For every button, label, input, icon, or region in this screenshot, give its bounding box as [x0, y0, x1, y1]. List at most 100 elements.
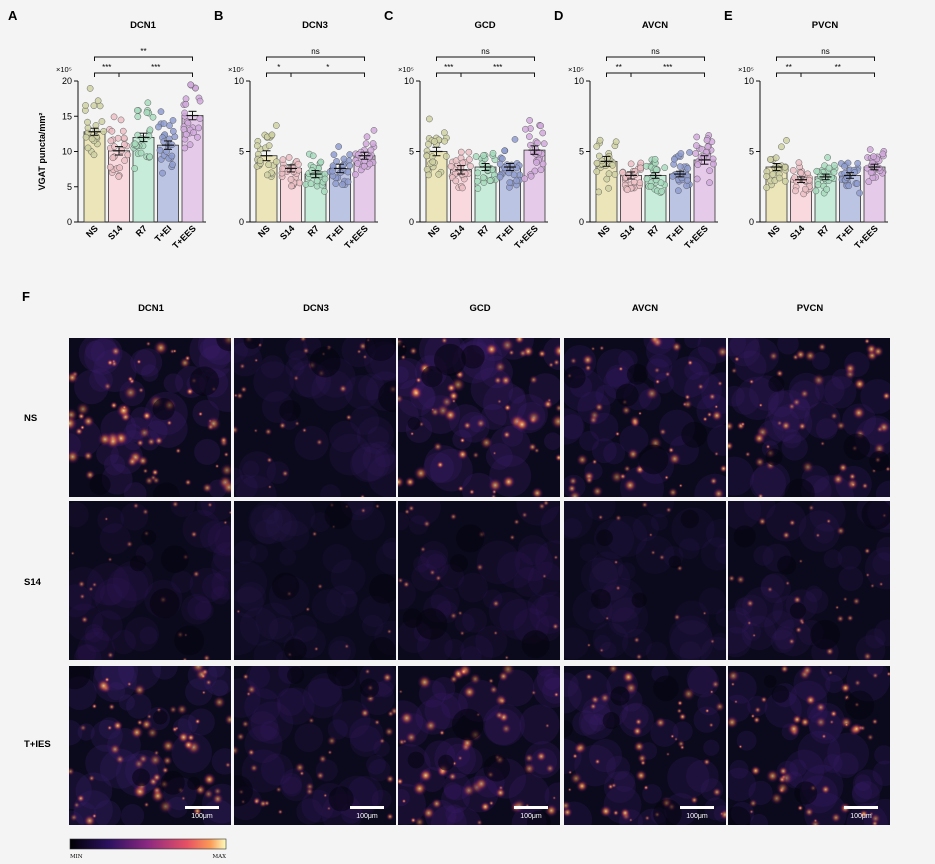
puncta: [615, 585, 621, 591]
signal-haze: [69, 501, 89, 528]
signal-haze: [194, 438, 221, 465]
data-point: [307, 180, 315, 188]
signal-haze: [852, 769, 883, 800]
significance-label: **: [835, 63, 841, 72]
puncta: [311, 531, 318, 537]
data-point: [879, 150, 887, 158]
data-point: [92, 122, 100, 129]
puncta: [432, 441, 443, 452]
data-point: [789, 167, 797, 174]
data-point: [486, 177, 494, 184]
puncta: [758, 517, 767, 526]
signal-haze: [606, 755, 631, 780]
panel-letter: B: [214, 8, 223, 23]
data-point: [501, 147, 508, 155]
significance-label: **: [786, 63, 792, 72]
signal-haze: [106, 566, 149, 609]
puncta: [409, 431, 415, 436]
puncta: [382, 672, 393, 683]
puncta: [643, 784, 649, 791]
data-point: [797, 169, 805, 177]
puncta: [197, 411, 204, 417]
signal-haze: [760, 574, 785, 599]
data-point: [163, 148, 170, 155]
significance-bracket: [436, 56, 535, 61]
puncta: [202, 654, 211, 660]
puncta: [712, 787, 722, 797]
puncta: [830, 812, 842, 823]
data-point: [160, 138, 167, 146]
puncta: [690, 795, 699, 805]
signal-haze: [367, 426, 390, 449]
data-point: [452, 177, 460, 185]
significance-bracket: [290, 72, 365, 77]
signal-haze: [803, 588, 829, 614]
signal-haze: [311, 369, 354, 412]
data-point: [423, 152, 431, 160]
signal-haze: [366, 754, 386, 775]
data-point: [637, 164, 644, 172]
puncta: [730, 367, 738, 374]
data-point: [677, 150, 685, 157]
puncta: [184, 478, 192, 486]
signal-haze: [579, 543, 598, 562]
puncta: [792, 595, 802, 605]
puncta: [832, 473, 845, 486]
significance-label: ns: [821, 47, 829, 56]
puncta: [615, 514, 622, 522]
panel-letter: C: [384, 8, 394, 23]
data-point: [605, 184, 612, 192]
significance-bracket: [630, 72, 705, 77]
puncta: [613, 559, 619, 565]
signal-haze: [344, 374, 379, 410]
puncta: [635, 769, 648, 782]
puncta: [553, 691, 560, 698]
data-point: [423, 166, 431, 173]
puncta: [545, 763, 556, 774]
puncta: [564, 800, 572, 811]
puncta: [664, 475, 669, 480]
data-point: [866, 146, 874, 153]
dark-void: [843, 433, 871, 461]
signal-haze: [700, 636, 726, 660]
data-point: [138, 134, 146, 142]
puncta: [804, 349, 817, 362]
puncta: [599, 805, 613, 818]
micrograph-s14-pvcn: [728, 501, 890, 660]
puncta: [711, 409, 723, 422]
puncta: [644, 815, 651, 821]
signal-haze: [234, 586, 264, 618]
signal-haze: [567, 669, 612, 714]
data-point: [537, 166, 545, 174]
signal-haze: [84, 340, 105, 361]
puncta: [502, 430, 512, 439]
puncta: [82, 415, 95, 428]
signal-haze: [248, 666, 292, 700]
puncta: [374, 719, 381, 726]
puncta: [862, 651, 873, 660]
data-point: [684, 177, 691, 184]
puncta: [708, 392, 717, 401]
data-point: [693, 142, 700, 149]
puncta: [114, 754, 126, 765]
dark-void: [433, 343, 466, 376]
signal-haze: [617, 562, 636, 581]
puncta: [491, 489, 497, 495]
puncta: [106, 725, 113, 731]
signal-haze: [239, 607, 279, 646]
scale-bar: [350, 806, 384, 809]
dark-void: [789, 602, 807, 619]
chart-gcd: C GCD ×10⁵ 0 5 10 NS S14 R7 T+EIT+EES *** *** ns: [384, 8, 548, 251]
significance-label: ***: [444, 63, 453, 72]
signal-haze: [489, 425, 531, 467]
puncta: [77, 580, 86, 588]
data-point: [339, 161, 347, 169]
dark-void: [861, 501, 890, 530]
puncta: [130, 725, 144, 740]
signal-haze: [705, 519, 726, 548]
puncta: [775, 369, 784, 378]
signal-haze: [279, 548, 296, 566]
signal-haze: [279, 768, 313, 802]
puncta: [246, 691, 252, 697]
data-point: [506, 179, 514, 186]
